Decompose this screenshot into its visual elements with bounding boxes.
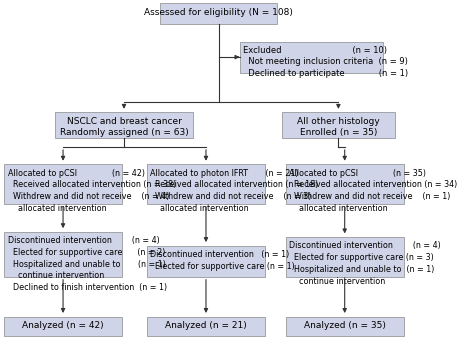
Text: Allocated to photon IFRT       (n = 21)
  Received allocated intervention (n = 1: Allocated to photon IFRT (n = 21) Receiv…: [150, 169, 319, 213]
FancyBboxPatch shape: [55, 112, 193, 138]
Text: Assessed for eligibility (N = 108): Assessed for eligibility (N = 108): [144, 8, 293, 17]
FancyBboxPatch shape: [286, 317, 403, 336]
Text: Discontinued intervention        (n = 4)
  Elected for supportive care      (n =: Discontinued intervention (n = 4) Electe…: [8, 236, 167, 292]
Text: Analyzed (n = 42): Analyzed (n = 42): [22, 321, 104, 330]
FancyBboxPatch shape: [160, 3, 277, 24]
FancyBboxPatch shape: [147, 164, 265, 204]
FancyBboxPatch shape: [4, 317, 122, 336]
FancyBboxPatch shape: [282, 112, 395, 138]
Text: NSCLC and breast cancer
Randomly assigned (n = 63): NSCLC and breast cancer Randomly assigne…: [60, 117, 188, 137]
Text: Allocated to pCSI              (n = 35)
  Received allocated intervention (n = 3: Allocated to pCSI (n = 35) Received allo…: [289, 169, 457, 213]
Text: Analyzed (n = 35): Analyzed (n = 35): [304, 321, 386, 330]
Text: All other histology
Enrolled (n = 35): All other histology Enrolled (n = 35): [297, 117, 380, 137]
FancyBboxPatch shape: [4, 164, 122, 204]
FancyBboxPatch shape: [286, 237, 403, 277]
FancyBboxPatch shape: [147, 246, 265, 277]
Text: Discontinued intervention   (n = 1)
  Elected for supportive care (n = 1): Discontinued intervention (n = 1) Electe…: [150, 250, 295, 271]
Text: Allocated to pCSI              (n = 42)
  Received allocated intervention (n = 3: Allocated to pCSI (n = 42) Received allo…: [8, 169, 176, 213]
Text: Discontinued intervention        (n = 4)
  Elected for supportive care (n = 3)
 : Discontinued intervention (n = 4) Electe…: [289, 241, 441, 285]
FancyBboxPatch shape: [286, 164, 403, 204]
FancyBboxPatch shape: [147, 317, 265, 336]
FancyBboxPatch shape: [4, 232, 122, 277]
FancyBboxPatch shape: [240, 42, 383, 73]
Text: Excluded                           (n = 10)
  Not meeting inclusion criteria  (n: Excluded (n = 10) Not meeting inclusion …: [243, 46, 408, 78]
Text: Analyzed (n = 21): Analyzed (n = 21): [165, 321, 247, 330]
